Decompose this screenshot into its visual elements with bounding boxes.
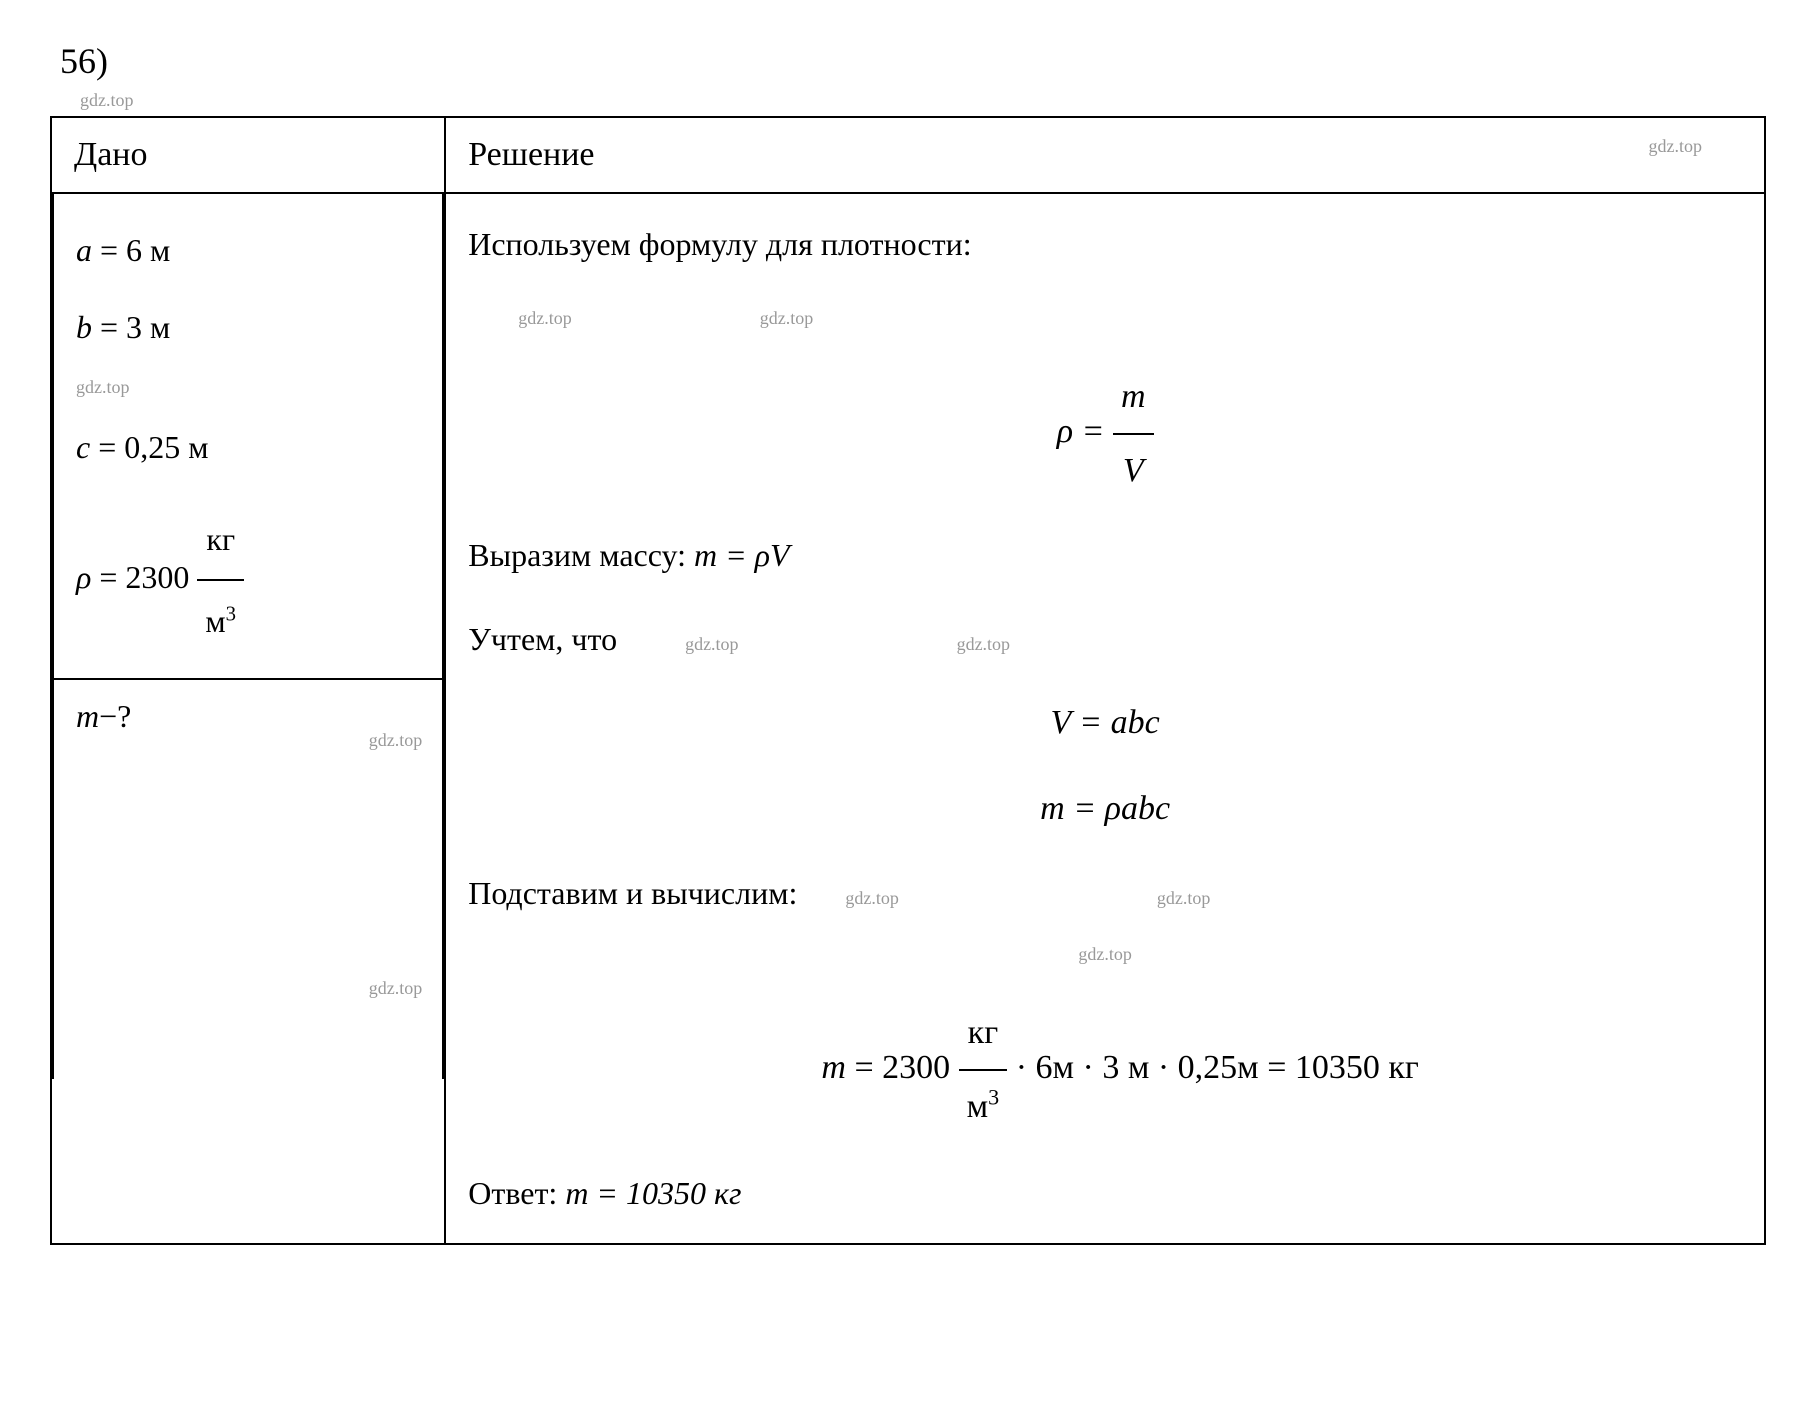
rho-unit-den-base: м xyxy=(205,603,225,639)
val-rho-prefix: = 2300 xyxy=(91,559,197,595)
solution-line4-row: Подставим и вычислим: gdz.top gdz.top xyxy=(468,861,1742,925)
find-cell: m−? gdz.top gdz.top xyxy=(53,679,443,1079)
watermark-text: gdz.top xyxy=(80,90,134,110)
formula1-fraction: mV xyxy=(1113,363,1154,505)
watermark-top: gdz.top xyxy=(50,90,1766,111)
var-m: m xyxy=(76,698,99,734)
watermark-given-1: gdz.top xyxy=(76,366,420,409)
val-b: = 3 м xyxy=(92,309,170,345)
calc-eq1: = 2300 xyxy=(846,1049,959,1086)
given-c-line: c = 0,25 м xyxy=(76,409,420,486)
solution-header-cell: Решение gdz.top xyxy=(445,117,1765,193)
watermark-sol-5: gdz.top xyxy=(845,880,899,916)
watermark-find-1: gdz.top xyxy=(369,730,423,751)
formula2-text: V = abc xyxy=(1051,704,1160,741)
rho-unit-den-sup: 3 xyxy=(226,603,236,626)
watermark-find-2: gdz.top xyxy=(369,978,423,999)
calc-lhs: m xyxy=(821,1049,846,1086)
solution-line4: Подставим и вычислим: xyxy=(468,875,797,911)
find-row: m−? gdz.top gdz.top xyxy=(53,679,443,1079)
answer-prefix: Ответ: xyxy=(468,1175,565,1211)
answer-formula: m = 10350 кг xyxy=(565,1175,741,1211)
formula-density: ρ = mV xyxy=(468,363,1742,505)
var-a: a xyxy=(76,232,92,268)
watermark-sol-7: gdz.top xyxy=(1078,936,1132,972)
val-a: = 6 м xyxy=(92,232,170,268)
problem-number: 56) xyxy=(50,40,1766,82)
solution-table: Дано Решение gdz.top a = 6 м b = 3 м xyxy=(50,116,1766,1245)
watermark-row-1: gdz.top gdz.top xyxy=(468,281,1742,345)
watermark-sol-2: gdz.top xyxy=(760,300,814,336)
given-column: a = 6 м b = 3 м gdz.top c = 0,25 м ρ = 2… xyxy=(51,193,445,1244)
watermark-sol-4: gdz.top xyxy=(957,626,1011,662)
header-row: Дано Решение gdz.top xyxy=(51,117,1765,193)
calculation-line: m = 2300 кгм3 · 6м · 3 м · 0,25м = 10350… xyxy=(468,999,1742,1141)
var-c: c xyxy=(76,429,90,465)
answer-line: Ответ: m = 10350 кг xyxy=(468,1161,1742,1225)
given-content: a = 6 м b = 3 м gdz.top c = 0,25 м ρ = 2… xyxy=(76,212,420,660)
calc-fraction: кгм3 xyxy=(959,999,1008,1141)
watermark-sol-1: gdz.top xyxy=(518,300,572,336)
calc-frac-den-base: м xyxy=(967,1088,989,1125)
formula-volume: V = abc xyxy=(468,689,1742,757)
solution-line1: Используем формулу для плотности: xyxy=(468,212,1742,276)
solution-cell: Используем формулу для плотности: gdz.to… xyxy=(445,193,1765,1244)
rho-unit-den: м3 xyxy=(197,581,244,660)
content-row: a = 6 м b = 3 м gdz.top c = 0,25 м ρ = 2… xyxy=(51,193,1765,1244)
watermark-header-right: gdz.top xyxy=(1649,136,1703,157)
given-inner-table: a = 6 м b = 3 м gdz.top c = 0,25 м ρ = 2… xyxy=(52,194,444,1079)
var-b: b xyxy=(76,309,92,345)
formula-mass: m = ρabc xyxy=(468,775,1742,843)
solution-header-text: Решение xyxy=(468,136,594,173)
calc-frac-den-sup: 3 xyxy=(988,1085,999,1110)
given-data-row: a = 6 м b = 3 м gdz.top c = 0,25 м ρ = 2… xyxy=(53,194,443,679)
rho-fraction: кгм3 xyxy=(197,501,244,661)
given-a-line: a = 6 м xyxy=(76,212,420,289)
problem-number-text: 56) xyxy=(60,41,108,81)
solution-content: Используем формулу для плотности: gdz.to… xyxy=(468,212,1742,1225)
formula3-text: m = ρabc xyxy=(1040,790,1170,827)
calc-frac-num: кг xyxy=(959,999,1008,1071)
line2-formula: m = ρV xyxy=(694,537,790,573)
solution-line3: Учтем, что xyxy=(468,621,617,657)
watermark-row-3: gdz.top xyxy=(468,917,1742,981)
watermark-sol-6: gdz.top xyxy=(1157,880,1211,916)
given-rho-line: ρ = 2300 кгм3 xyxy=(76,501,420,661)
given-header-cell: Дано xyxy=(51,117,445,193)
find-suffix: −? xyxy=(99,698,131,734)
solution-line3-row: Учтем, что gdz.top gdz.top xyxy=(468,607,1742,671)
val-c: = 0,25 м xyxy=(90,429,208,465)
given-header-text: Дано xyxy=(74,136,147,173)
calc-mid: · 6м · 3 м · 0,25м = 10350 кг xyxy=(1007,1049,1419,1086)
formula1-den: V xyxy=(1113,435,1154,505)
line2-prefix: Выразим массу: xyxy=(468,537,694,573)
given-b-line: b = 3 м xyxy=(76,289,420,366)
rho-unit-num: кг xyxy=(197,501,244,582)
var-rho: ρ xyxy=(76,559,91,595)
watermark-sol-3: gdz.top xyxy=(685,626,739,662)
formula1-lhs: ρ = xyxy=(1057,413,1113,450)
given-data-cell: a = 6 м b = 3 м gdz.top c = 0,25 м ρ = 2… xyxy=(53,194,443,679)
formula1-num: m xyxy=(1113,363,1154,435)
calc-frac-den: м3 xyxy=(959,1071,1008,1141)
solution-line2: Выразим массу: m = ρV xyxy=(468,523,1742,587)
